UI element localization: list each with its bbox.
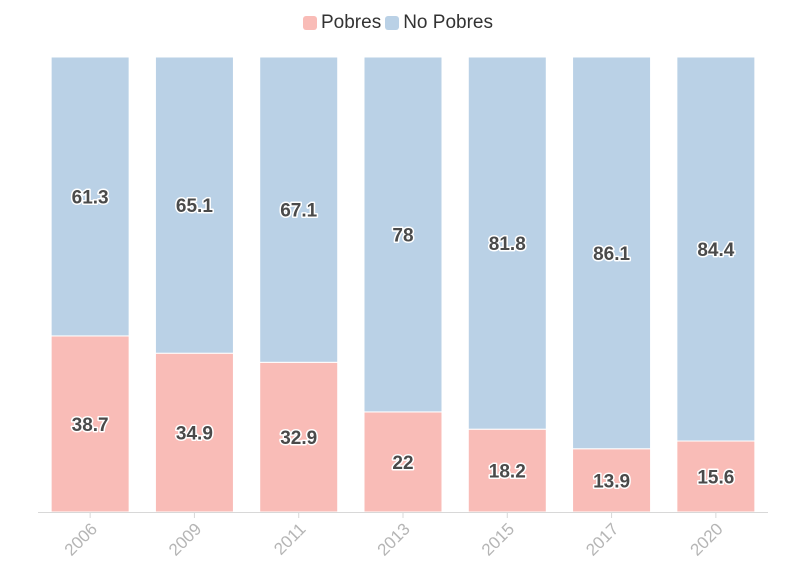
bar-pobres-2006[interactable] bbox=[50, 335, 130, 513]
bar-pobres-2020[interactable] bbox=[676, 440, 756, 513]
data-label-no-pobres-2015: 81.8 bbox=[489, 234, 526, 255]
data-label-no-pobres-2013: 78 bbox=[392, 225, 413, 246]
bar-no-pobres-2013[interactable] bbox=[363, 56, 443, 413]
bar-no-pobres-2006[interactable] bbox=[50, 56, 130, 337]
bar-pobres-2013[interactable] bbox=[363, 411, 443, 513]
x-tick-label-2017: 2017 bbox=[582, 519, 622, 559]
data-label-pobres-2013: 22 bbox=[392, 453, 413, 474]
legend-label-no-pobres: No Pobres bbox=[403, 12, 493, 33]
data-label-pobres-2015: 18.2 bbox=[489, 462, 526, 483]
data-label-no-pobres-2020: 84.4 bbox=[697, 240, 734, 261]
data-label-pobres-2009: 34.9 bbox=[176, 424, 213, 445]
x-tick-label-2006: 2006 bbox=[61, 519, 101, 559]
bar-pobres-2017[interactable] bbox=[572, 448, 652, 513]
bar-no-pobres-2017[interactable] bbox=[572, 56, 652, 450]
bar-no-pobres-2011[interactable] bbox=[259, 56, 339, 363]
bar-no-pobres-2020[interactable] bbox=[676, 56, 756, 442]
data-label-pobres-2017: 13.9 bbox=[593, 471, 630, 492]
bar-no-pobres-2015[interactable] bbox=[467, 56, 547, 430]
x-tick-label-2020: 2020 bbox=[687, 519, 727, 559]
data-label-pobres-2011: 32.9 bbox=[280, 428, 317, 449]
x-tick-label-2013: 2013 bbox=[374, 519, 414, 559]
x-tick-label-2011: 2011 bbox=[270, 519, 309, 558]
legend-label-pobres: Pobres bbox=[321, 12, 382, 33]
data-label-pobres-2020: 15.6 bbox=[697, 468, 734, 489]
data-label-no-pobres-2009: 65.1 bbox=[176, 196, 213, 217]
x-tick-label-2015: 2015 bbox=[478, 519, 518, 559]
legend-swatch-pobres bbox=[303, 16, 317, 30]
bar-pobres-2009[interactable] bbox=[154, 352, 234, 513]
chart-legend: Pobres No Pobres bbox=[0, 12, 796, 34]
data-label-no-pobres-2006: 61.3 bbox=[72, 187, 109, 208]
legend-swatch-no-pobres bbox=[385, 16, 400, 30]
bar-no-pobres-2009[interactable] bbox=[154, 56, 234, 354]
legend-item-no-pobres[interactable]: No Pobres bbox=[385, 12, 493, 34]
legend-item-pobres[interactable]: Pobres bbox=[303, 12, 381, 34]
bar-pobres-2015[interactable] bbox=[467, 428, 547, 513]
data-label-no-pobres-2017: 86.1 bbox=[593, 244, 630, 265]
data-label-pobres-2006: 38.7 bbox=[72, 415, 109, 436]
data-label-no-pobres-2011: 67.1 bbox=[280, 201, 317, 222]
x-tick-label-2009: 2009 bbox=[165, 519, 205, 559]
